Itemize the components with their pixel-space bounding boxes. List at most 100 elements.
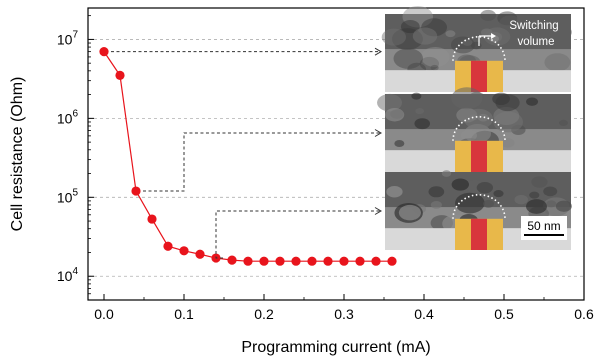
grid-lines: [88, 39, 584, 277]
data-point: [227, 255, 237, 265]
inset-texture: [430, 200, 442, 209]
data-point: [163, 241, 173, 251]
annotation-arrowhead: [491, 33, 496, 39]
inset-texture: [499, 15, 521, 31]
inset-texture: [411, 92, 422, 100]
x-tick-label: 0.4: [414, 306, 434, 322]
data-point: [259, 256, 269, 266]
inset-texture: [464, 124, 492, 143]
inset-texture: [393, 48, 424, 69]
data-point: [99, 47, 109, 57]
data-point: [323, 256, 333, 266]
y-tick-base: 10: [57, 110, 73, 126]
inset-texture: [531, 176, 548, 188]
x-tick-label: 0.6: [574, 306, 594, 322]
data-point: [355, 256, 365, 266]
data-series: [99, 47, 397, 266]
inset-texture: [455, 192, 485, 214]
callout-arrowhead-3: [374, 207, 382, 215]
x-axis-title: Programming current (mA): [241, 339, 430, 356]
scale-bar-label: 50 nm: [527, 219, 560, 233]
inset-texture: [385, 108, 405, 122]
y-tick-exponent: 7: [72, 29, 78, 40]
data-point: [179, 246, 189, 256]
x-tick-label: 0.1: [174, 306, 194, 322]
inset-texture: [480, 9, 497, 21]
inset-texture: [544, 53, 571, 72]
inset-texture: [480, 28, 493, 37]
inset-texture: [514, 194, 528, 205]
inset-texture: [529, 191, 540, 199]
tem-insets: Switching volume 50 nm: [377, 6, 572, 250]
filament: [471, 60, 487, 92]
y-tick-base: 10: [57, 31, 73, 47]
y-tick-exponent: 6: [72, 108, 78, 119]
inset-texture: [543, 186, 558, 197]
inset-label-line-1: Switching: [509, 20, 558, 32]
data-point: [147, 214, 157, 224]
inset-texture: [484, 27, 511, 46]
inset-texture: [526, 199, 547, 214]
x-ticks: 0.0 0.1 0.2 0.3 0.4 0.5 0.6: [94, 294, 594, 322]
inset-image-2: [377, 87, 571, 172]
y-tick-label: 106: [57, 108, 79, 126]
data-point: [275, 256, 285, 266]
inset-texture: [381, 28, 407, 46]
x-tick-label: 0.3: [334, 306, 354, 322]
filament: [471, 140, 487, 172]
inset-texture: [398, 204, 421, 221]
inset-texture: [559, 119, 568, 126]
data-point: [243, 256, 253, 266]
callout-arrows: [111, 47, 382, 259]
inset-texture: [400, 19, 420, 34]
inset-image-1: Switching volume: [381, 6, 572, 92]
x-tick-label: 0.5: [494, 306, 514, 322]
inset-texture: [493, 190, 504, 198]
callout-arrow-2: [143, 132, 381, 192]
inset-texture: [391, 28, 423, 50]
x-tick-label: 0.2: [254, 306, 274, 322]
inset-texture: [463, 108, 494, 130]
y-tick-exponent: 4: [72, 266, 78, 277]
annotation-pointer: [478, 35, 491, 46]
data-point: [339, 256, 349, 266]
data-point: [307, 256, 317, 266]
inset-texture: [495, 94, 520, 112]
callout-arrowhead-2: [374, 129, 382, 137]
inset-texture: [441, 170, 452, 177]
inset-texture: [415, 108, 425, 115]
y-tick-label: 105: [57, 187, 79, 205]
inset-texture: [445, 30, 456, 38]
inset-texture: [501, 138, 515, 148]
inset-texture: [419, 56, 440, 71]
data-point: [371, 256, 381, 266]
inset-texture: [430, 64, 439, 71]
y-tick-label: 107: [57, 29, 79, 47]
data-point: [131, 186, 141, 196]
inset-texture: [414, 118, 431, 130]
inset-texture: [402, 6, 434, 28]
inset-texture: [386, 186, 403, 198]
y-tick-exponent: 5: [72, 187, 78, 198]
inset-texture: [497, 11, 518, 26]
inset-texture: [412, 27, 438, 45]
inset-texture: [451, 178, 469, 191]
callout-arrow-3: [215, 210, 381, 259]
inset-texture: [420, 47, 450, 68]
data-point: [195, 249, 205, 259]
inset-texture: [476, 181, 493, 194]
inset-texture: [493, 106, 520, 126]
inset-texture: [394, 139, 405, 147]
inset-texture: [483, 200, 494, 208]
inset-texture: [553, 25, 572, 39]
inset-texture: [451, 87, 483, 110]
data-point: [387, 256, 397, 266]
inset-label-line-2: volume: [517, 36, 554, 48]
inset-texture: [555, 200, 572, 212]
x-tick-label: 0.0: [94, 306, 114, 322]
inset-texture: [377, 93, 403, 112]
inset-texture: [487, 31, 503, 43]
inset-texture: [450, 36, 476, 54]
